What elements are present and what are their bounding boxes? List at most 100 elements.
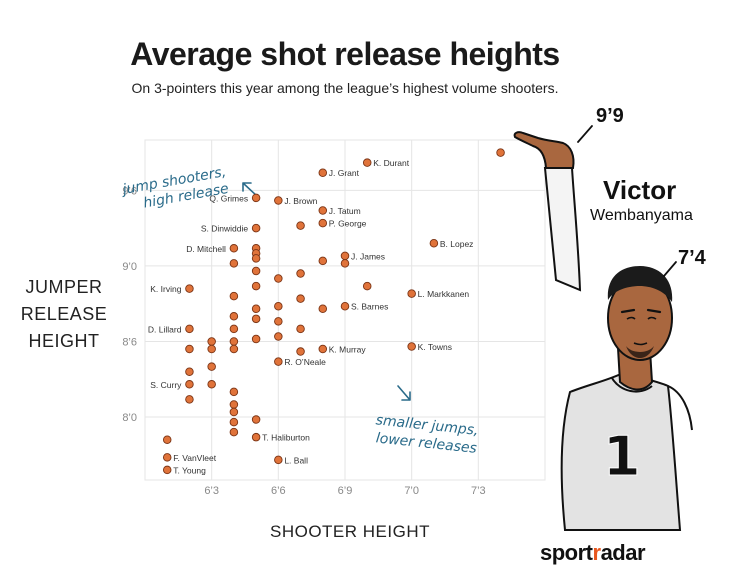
point-label: J. James xyxy=(351,251,385,261)
data-point xyxy=(274,357,283,366)
data-point xyxy=(274,196,283,205)
point-label: K. Murray xyxy=(329,345,367,355)
data-point xyxy=(362,158,372,167)
data-point xyxy=(429,239,439,248)
data-point xyxy=(340,301,350,311)
point-label: D. Mitchell xyxy=(186,244,226,254)
data-point xyxy=(318,218,328,228)
data-point xyxy=(229,344,239,354)
x-tick-label: 7’3 xyxy=(471,485,486,497)
point-label: K. Towns xyxy=(418,342,452,352)
sportradar-logo: sportradar xyxy=(540,540,646,566)
point-label: S. Curry xyxy=(150,380,182,390)
point-label: T. Young xyxy=(173,465,206,475)
chart-subtitle: On 3-pointers this year among the league… xyxy=(131,80,559,96)
data-point xyxy=(229,427,239,437)
data-point xyxy=(229,337,239,346)
data-point xyxy=(185,367,194,376)
chart-title: Average shot release heights xyxy=(130,36,560,72)
data-point xyxy=(407,289,416,298)
data-point xyxy=(185,324,194,334)
reach-pointer xyxy=(577,125,593,143)
point-label: S. Dinwiddie xyxy=(201,224,249,234)
data-point xyxy=(185,284,194,293)
data-point xyxy=(251,193,261,203)
point-label: R. O’Neale xyxy=(284,357,326,367)
data-point xyxy=(318,206,328,215)
point-labels: K. Durant J. Grant Q. Grimes J. Brown J. Tat… xyxy=(148,158,474,475)
data-point xyxy=(340,259,350,268)
player-first-name: Victor xyxy=(603,175,676,205)
reach-label: 9’9 xyxy=(596,105,624,127)
data-point xyxy=(251,415,261,424)
point-label: T. Haliburton xyxy=(262,433,310,443)
data-point xyxy=(296,269,305,278)
brand-dot: r xyxy=(592,540,602,565)
data-point xyxy=(274,455,283,465)
point-label: K. Irving xyxy=(150,284,181,294)
arrow-down-right-icon xyxy=(397,385,411,401)
annotations: jump shooters, high release smaller jump… xyxy=(120,164,480,457)
data-point xyxy=(229,417,239,427)
y-tick-label: 9’0 xyxy=(122,261,137,273)
data-point xyxy=(318,168,328,177)
y-tick-label: 8’6 xyxy=(122,336,137,348)
data-point xyxy=(251,314,261,324)
data-point xyxy=(229,400,239,409)
point-label: Q. Grimes xyxy=(209,193,248,203)
data-point xyxy=(274,332,283,341)
point-label: J. Grant xyxy=(329,168,360,178)
data-point xyxy=(318,256,328,266)
data-point xyxy=(185,344,194,354)
point-label: D. Lillard xyxy=(148,324,182,334)
data-points xyxy=(162,148,505,475)
data-point xyxy=(340,251,350,261)
data-point xyxy=(251,223,261,233)
point-label: P. George xyxy=(329,219,367,229)
point-label: J. Brown xyxy=(284,196,317,206)
data-point xyxy=(251,281,261,291)
data-point xyxy=(229,312,239,321)
brand-suffix: adar xyxy=(600,540,646,565)
point-label: F. VanVleet xyxy=(173,453,216,463)
tick-labels: 6’3 6’6 6’9 7’0 7’3 8’0 8’6 9’0 9’6 xyxy=(122,185,485,497)
data-point xyxy=(296,221,305,230)
data-point xyxy=(318,304,328,313)
point-label: J. Tatum xyxy=(329,206,361,216)
data-point xyxy=(251,304,261,313)
point-label: L. Markkanen xyxy=(418,289,470,299)
data-point xyxy=(251,254,261,263)
data-point xyxy=(496,148,505,157)
x-axis-label: SHOOTER HEIGHT xyxy=(269,522,430,541)
x-tick-label: 6’6 xyxy=(271,485,286,497)
y-axis-label: JUMPER RELEASE HEIGHT xyxy=(14,274,114,355)
data-point xyxy=(229,259,239,268)
player-last-name: Wembanyama xyxy=(590,207,693,224)
raised-arm-icon xyxy=(543,167,582,292)
data-point xyxy=(207,344,216,354)
data-point xyxy=(251,432,261,442)
data-point xyxy=(296,347,305,356)
data-point xyxy=(251,334,261,344)
x-tick-label: 6’9 xyxy=(338,485,353,497)
player-illustration: 1 xyxy=(513,125,693,531)
data-point xyxy=(318,344,328,354)
data-point xyxy=(407,342,416,351)
data-point xyxy=(229,244,239,253)
x-tick-label: 7’0 xyxy=(404,485,419,497)
point-label: L. Ball xyxy=(284,455,308,465)
point-label: S. Barnes xyxy=(351,302,388,312)
y-axis-label-text: JUMPER RELEASE HEIGHT xyxy=(20,277,108,351)
data-point xyxy=(185,380,194,389)
data-point xyxy=(162,435,172,444)
data-point xyxy=(362,281,372,291)
data-point xyxy=(274,301,283,311)
data-point xyxy=(229,407,239,417)
data-point xyxy=(207,337,216,346)
point-label: B. Lopez xyxy=(440,239,474,249)
point-label: K. Durant xyxy=(373,158,410,168)
x-tick-label: 6’3 xyxy=(204,485,219,497)
data-point xyxy=(296,294,305,303)
data-point xyxy=(229,324,239,334)
